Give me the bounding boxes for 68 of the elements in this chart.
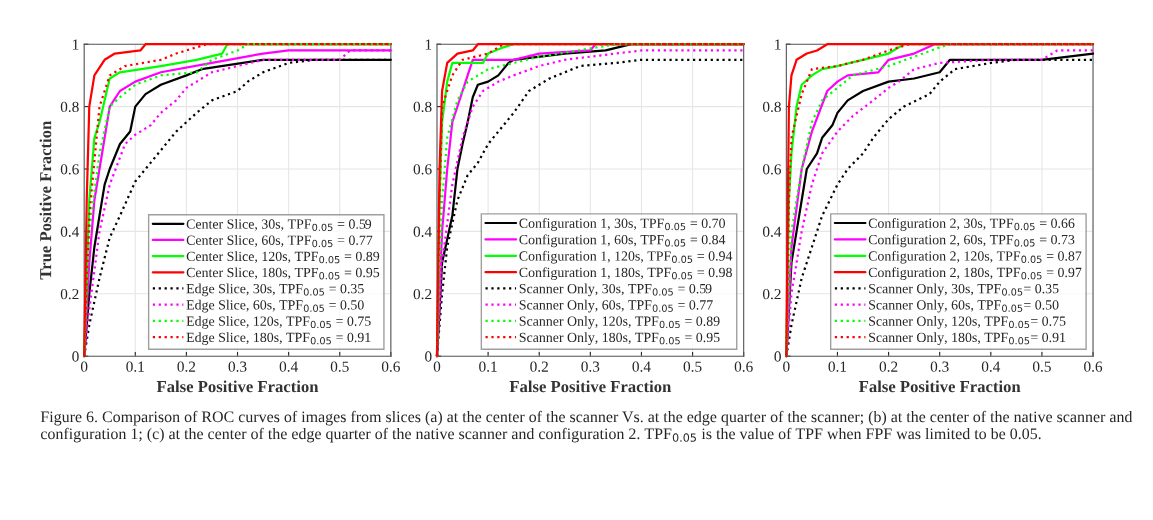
legend-label: Configuration 1, 60s, TPF$_{0.05}$ = 0.84 (519, 234, 726, 248)
legend-label: Configuration 1, 120s, TPF$_{0.05}$ = 0.94 (519, 250, 733, 264)
legend-label: Configuration 1, 180s, TPF$_{0.05}$ = 0.98 (519, 267, 732, 280)
x-tick-label: 0.2 (879, 361, 898, 372)
y-axis-title: True Positive Fraction (39, 120, 52, 280)
legend-label: Edge Slice, 180s, TPF$_{0.05}$ = 0.91 (186, 332, 371, 345)
y-tick-label: 0.6 (60, 164, 79, 175)
x-tick-label: 0.6 (1084, 361, 1103, 372)
x-tick-label: 0.1 (828, 361, 847, 372)
x-tick-label: 0.5 (1032, 361, 1051, 372)
legend-label: Scanner Only, 60s, TPF$_{0.05}$= 0.50 (869, 299, 1059, 313)
y-tick-label: 1 (775, 39, 781, 50)
x-tick-label: 0.2 (530, 361, 548, 372)
y-tick-label: 0 (425, 351, 432, 362)
legend-label: Center Slice, 30s, TPF$_{0.05}$ = 0.59 (186, 218, 372, 232)
x-tick-label: 0 (433, 361, 441, 372)
y-tick-label: 0.4 (60, 226, 80, 237)
x-tick-label: 0.3 (581, 361, 600, 372)
y-tick-label: 1 (73, 39, 79, 50)
y-tick-label: 0.6 (413, 164, 432, 175)
y-tick-label: 0.2 (413, 288, 432, 300)
x-tick-label: 0.5 (683, 361, 702, 372)
x-tick-label: 0.4 (279, 361, 298, 372)
x-tick-label: 0 (80, 361, 88, 372)
x-tick-label: 0.3 (930, 361, 949, 372)
legend-label: Configuration 2, 120s, TPF$_{0.05}$ = 0.87 (868, 250, 1082, 264)
legend-label: Edge Slice, 30s, TPF$_{0.05}$ = 0.35 (186, 283, 364, 297)
y-tick-label: 0.2 (60, 288, 79, 300)
y-tick-label: 0 (72, 351, 79, 362)
legend-label: Scanner Only, 30s, TPF$_{0.05}$ = 0.59 (519, 283, 712, 297)
x-axis-title: False Positive Fraction (858, 380, 1021, 393)
x-tick-label: 0.6 (381, 361, 400, 372)
legend-label: Scanner Only, 30s, TPF$_{0.05}$= 0.35 (869, 283, 1059, 297)
legend-label: Scanner Only, 120s, TPF$_{0.05}$ = 0.89 (519, 316, 720, 329)
x-tick-label: 0.4 (632, 361, 651, 372)
legend-label: Configuration 2, 30s, TPF$_{0.05}$ = 0.66 (868, 218, 1075, 231)
y-tick-label: 0 (774, 351, 781, 362)
x-tick-label: 0.3 (228, 361, 247, 372)
y-tick-label: 0.4 (762, 226, 782, 237)
y-tick-label: 0.8 (60, 101, 79, 113)
y-tick-label: 0.2 (762, 288, 781, 300)
legend-label: Scanner Only, 180s, TPF$_{0.05}$= 0.91 (869, 332, 1066, 345)
legend-label: Configuration 2, 180s, TPF$_{0.05}$ = 0.97 (868, 267, 1082, 280)
x-axis-title: False Positive Fraction (156, 380, 319, 393)
legend-label: Configuration 1, 30s, TPF$_{0.05}$ = 0.70 (519, 218, 725, 231)
legend-label: Configuration 2, 60s, TPF$_{0.05}$ = 0.73 (868, 234, 1075, 248)
x-tick-label: 0.6 (734, 361, 753, 372)
legend-label: Edge Slice, 60s, TPF$_{0.05}$ = 0.50 (186, 299, 364, 313)
legend-label: Scanner Only, 60s, TPF$_{0.05}$ = 0.77 (519, 299, 713, 313)
legend-label: Scanner Only, 180s, TPF$_{0.05}$ = 0.95 (519, 332, 720, 345)
x-tick-label: 0.5 (330, 361, 349, 372)
y-tick-label: 0.8 (413, 101, 432, 113)
caption: Figure 6. Comparison of ROC curves of images from slices (a) at the center of the scanner Vs. at the edge quarter of the scanner; (b) at the center of the native scanner and configuration 1; (c) at the center of the edge quarter of the native scanner and configuration 2. TPF$_{0.05}$ is the value of TPF when FPF was limited to be 0.05. (40, 410, 1133, 443)
legend-label: Scanner Only, 120s, TPF$_{0.05}$= 0.75 (869, 316, 1066, 329)
x-tick-label: 0 (783, 361, 790, 372)
x-tick-label: 0.1 (126, 361, 144, 372)
y-tick-label: 0.6 (762, 164, 782, 175)
x-tick-label: 0.4 (981, 361, 1001, 372)
legend-label: Center Slice, 120s, TPF$_{0.05}$ = 0.89 (186, 251, 380, 264)
y-tick-label: 1 (425, 39, 432, 50)
legend-label: Edge Slice, 120s, TPF$_{0.05}$ = 0.75 (186, 316, 371, 329)
x-tick-label: 0.2 (177, 361, 196, 372)
legend-label: Center Slice, 180s, TPF$_{0.05}$ = 0.95 (186, 267, 380, 280)
x-axis-title: False Positive Fraction (509, 380, 672, 393)
x-tick-label: 0.1 (479, 361, 497, 372)
y-tick-label: 0.8 (762, 101, 781, 113)
y-tick-label: 0.4 (413, 226, 432, 237)
legend-label: Center Slice, 60s, TPF$_{0.05}$ = 0.77 (186, 235, 373, 248)
